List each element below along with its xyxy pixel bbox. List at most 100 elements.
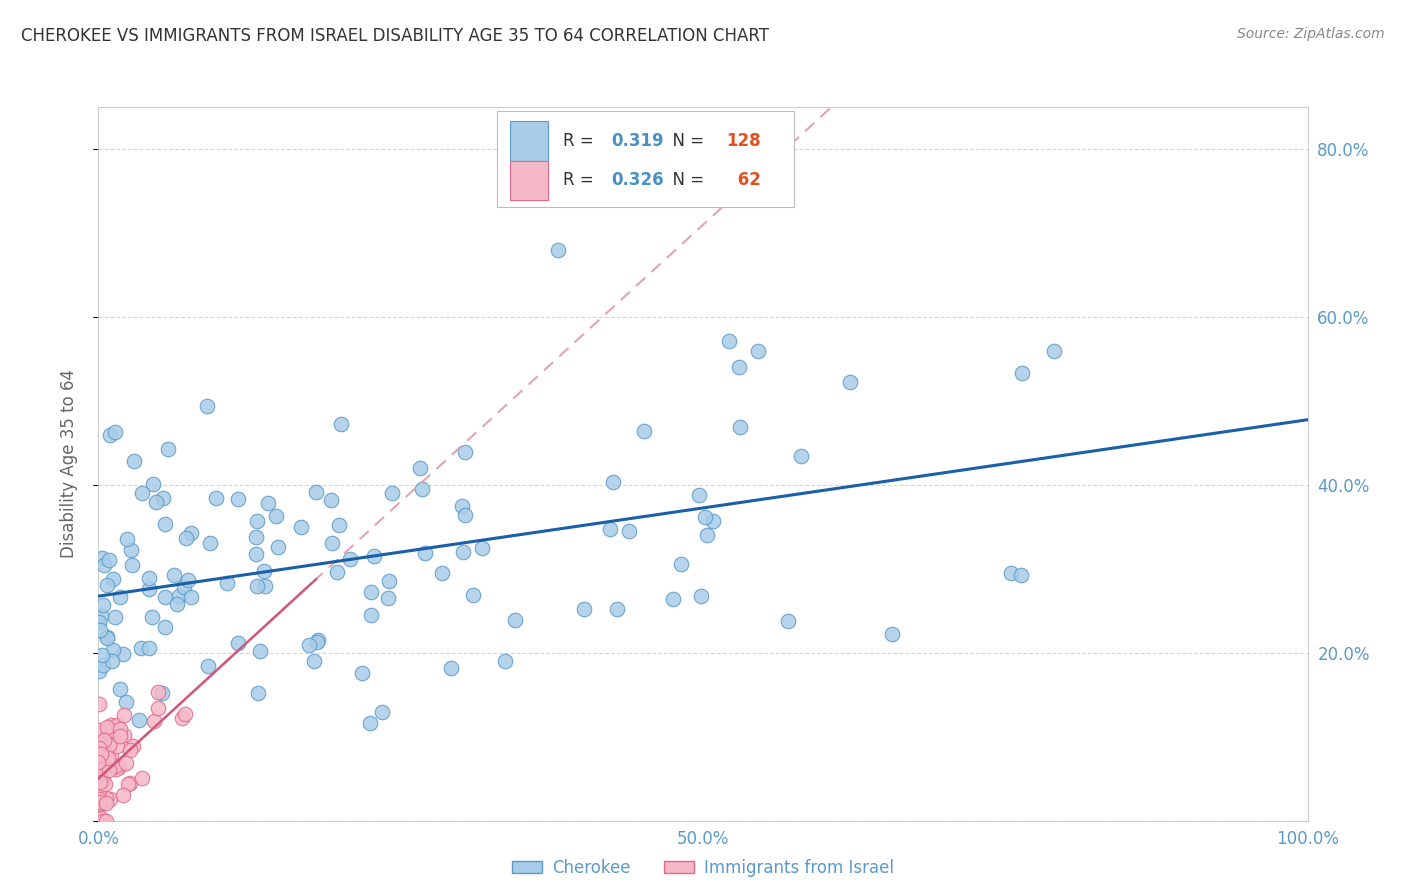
Point bbox=[87, 780, 110, 794]
Point bbox=[572, 602, 595, 616]
Text: Source: ZipAtlas.com: Source: ZipAtlas.com bbox=[1237, 27, 1385, 41]
Point bbox=[290, 520, 312, 534]
Point bbox=[91, 648, 114, 663]
Point bbox=[90, 737, 112, 751]
Point bbox=[173, 580, 195, 594]
Point bbox=[145, 495, 167, 509]
Point bbox=[728, 419, 751, 434]
Point bbox=[89, 769, 111, 783]
Point bbox=[413, 546, 436, 560]
Point bbox=[141, 476, 163, 491]
Point bbox=[245, 530, 267, 544]
Point bbox=[87, 814, 110, 828]
Point bbox=[702, 514, 724, 528]
Point bbox=[112, 647, 135, 661]
Point bbox=[115, 756, 138, 771]
Point bbox=[378, 574, 401, 589]
Point bbox=[91, 741, 114, 756]
Point bbox=[101, 572, 124, 586]
Point bbox=[204, 491, 226, 505]
Point bbox=[717, 334, 740, 348]
Text: 128: 128 bbox=[725, 132, 761, 150]
Point bbox=[120, 543, 142, 558]
Point bbox=[325, 565, 347, 579]
Point bbox=[98, 764, 121, 778]
Point bbox=[91, 773, 114, 788]
Point bbox=[606, 602, 628, 616]
Point bbox=[131, 771, 153, 785]
Point bbox=[101, 723, 124, 737]
Point bbox=[103, 642, 125, 657]
Point bbox=[89, 791, 111, 805]
Point bbox=[97, 738, 120, 752]
Text: 0.326: 0.326 bbox=[612, 171, 664, 189]
Point bbox=[152, 491, 174, 505]
Point bbox=[690, 589, 713, 603]
Point bbox=[98, 428, 121, 442]
Point bbox=[108, 729, 131, 743]
Point bbox=[249, 644, 271, 658]
Point bbox=[97, 553, 120, 567]
Point bbox=[94, 814, 117, 828]
Point bbox=[115, 532, 138, 546]
Point bbox=[176, 574, 198, 588]
Point bbox=[305, 634, 328, 648]
Point bbox=[90, 551, 112, 566]
Point bbox=[87, 793, 110, 807]
Point bbox=[247, 686, 270, 700]
Point bbox=[297, 638, 319, 652]
Point bbox=[128, 713, 150, 727]
Point bbox=[253, 579, 276, 593]
Point bbox=[89, 664, 111, 678]
Point bbox=[121, 558, 143, 572]
Point bbox=[172, 711, 194, 725]
Point bbox=[98, 792, 121, 806]
Point bbox=[661, 591, 683, 606]
Point bbox=[146, 701, 169, 715]
Point bbox=[96, 632, 118, 646]
Point bbox=[454, 445, 477, 459]
Point bbox=[112, 708, 135, 723]
Text: R =: R = bbox=[562, 132, 599, 150]
Point bbox=[97, 728, 120, 742]
Point bbox=[105, 718, 128, 732]
Point bbox=[87, 698, 110, 712]
Point bbox=[110, 681, 132, 696]
Point bbox=[101, 654, 124, 668]
Point bbox=[547, 243, 569, 257]
Point bbox=[246, 579, 269, 593]
Point bbox=[152, 686, 174, 700]
FancyBboxPatch shape bbox=[498, 111, 793, 207]
Point bbox=[96, 720, 118, 734]
Point bbox=[256, 496, 278, 510]
Text: R =: R = bbox=[562, 171, 599, 189]
Point bbox=[411, 483, 433, 497]
Text: N =: N = bbox=[662, 171, 709, 189]
Text: 0.319: 0.319 bbox=[612, 132, 664, 150]
Point bbox=[97, 751, 120, 765]
Point bbox=[96, 755, 118, 769]
Point bbox=[599, 522, 621, 536]
Point bbox=[304, 654, 326, 668]
Point bbox=[252, 564, 274, 578]
Point bbox=[91, 814, 114, 828]
Point bbox=[89, 796, 111, 810]
Point bbox=[215, 575, 238, 590]
Point bbox=[1000, 566, 1022, 580]
Point bbox=[96, 578, 118, 592]
Point bbox=[112, 788, 135, 802]
Point bbox=[138, 582, 160, 597]
Point bbox=[96, 630, 118, 644]
Point bbox=[307, 633, 329, 648]
Point bbox=[246, 514, 269, 528]
Point bbox=[267, 541, 290, 555]
Point bbox=[360, 585, 382, 599]
Point bbox=[120, 743, 142, 757]
Text: 62: 62 bbox=[733, 171, 761, 189]
Point bbox=[108, 590, 131, 604]
Point bbox=[350, 665, 373, 680]
Point bbox=[602, 475, 624, 490]
Point bbox=[453, 545, 475, 559]
Point bbox=[839, 376, 862, 390]
Point bbox=[174, 706, 197, 721]
